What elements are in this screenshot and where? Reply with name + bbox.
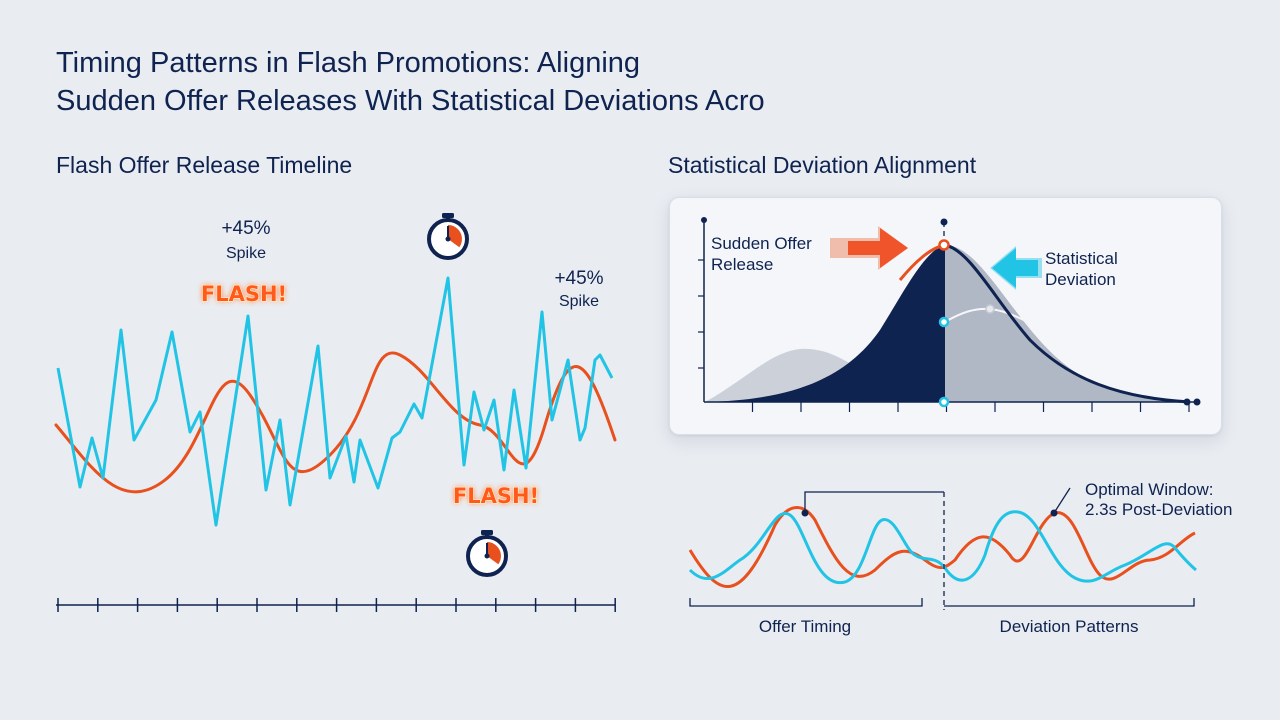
pattern-comparison: Optimal Window: 2.3s Post-Deviation Offe… xyxy=(688,480,1232,636)
peak-point xyxy=(938,239,950,251)
cyan-pattern-wave xyxy=(688,510,1197,584)
offer-timing-bracket xyxy=(689,598,923,607)
release-label-line-1: Sudden Offer xyxy=(711,234,812,253)
optimal-window-line-2: 2.3s Post-Deviation xyxy=(1085,500,1232,519)
stopwatch-icon xyxy=(466,530,508,577)
orange-pattern-wave xyxy=(688,506,1196,589)
left-timeline: +45% Spike +45% Spike FLASH! FLASH! xyxy=(54,213,617,612)
annotation-leader xyxy=(1053,487,1071,514)
flash-badge-1: FLASH! xyxy=(201,282,287,306)
stopwatch-icon xyxy=(427,213,469,260)
timeline-ticks xyxy=(57,598,616,612)
spike-label-1: Spike xyxy=(226,245,266,262)
optimal-window-point xyxy=(1050,509,1058,517)
release-arrow xyxy=(830,226,908,270)
cyan-spike-line xyxy=(56,276,614,527)
deviation-distribution xyxy=(868,245,1190,402)
secondary-curve xyxy=(944,307,1191,403)
spike-value-1: +45% xyxy=(221,218,270,239)
baseline-point xyxy=(938,396,950,408)
deviation-point xyxy=(938,316,950,328)
orange-wave xyxy=(54,351,617,494)
left-panel-title: Flash Offer Release Timeline xyxy=(56,152,353,178)
deviation-patterns-bracket xyxy=(944,598,1195,607)
flash-badge-2: FLASH! xyxy=(453,484,539,508)
spike-value-2: +45% xyxy=(554,268,603,289)
right-panel-title: Statistical Deviation Alignment xyxy=(668,152,977,178)
deviation-label-line-1: Statistical xyxy=(1045,249,1118,268)
y-axis-cap xyxy=(701,217,707,223)
spike-label-2: Spike xyxy=(559,293,599,310)
release-label-line-2: Release xyxy=(711,255,773,274)
alignment-marker-cap xyxy=(940,218,948,226)
card-ticks xyxy=(698,259,1190,412)
deviation-curve-outline xyxy=(944,243,1191,404)
title-line-1: Timing Patterns in Flash Promotions: Ali… xyxy=(56,47,641,79)
deviation-patterns-label: Deviation Patterns xyxy=(1000,617,1139,636)
annotation-point xyxy=(801,509,809,517)
offer-timing-label: Offer Timing xyxy=(759,617,851,636)
offer-release-area xyxy=(705,245,945,402)
optimal-window-line-1: Optimal Window: xyxy=(1085,480,1213,499)
title-line-2: Sudden Offer Releases With Statistical D… xyxy=(56,85,765,117)
annotation-bracket xyxy=(804,491,944,513)
deviation-arrow xyxy=(990,246,1042,290)
x-axis-cap xyxy=(1193,398,1201,406)
secondary-point xyxy=(985,304,995,314)
page-title: Timing Patterns in Flash Promotions: Ali… xyxy=(56,44,936,120)
deviation-chart: Sudden Offer Release Statistical Deviati… xyxy=(698,217,1201,412)
deviation-label-line-2: Deviation xyxy=(1045,270,1116,289)
